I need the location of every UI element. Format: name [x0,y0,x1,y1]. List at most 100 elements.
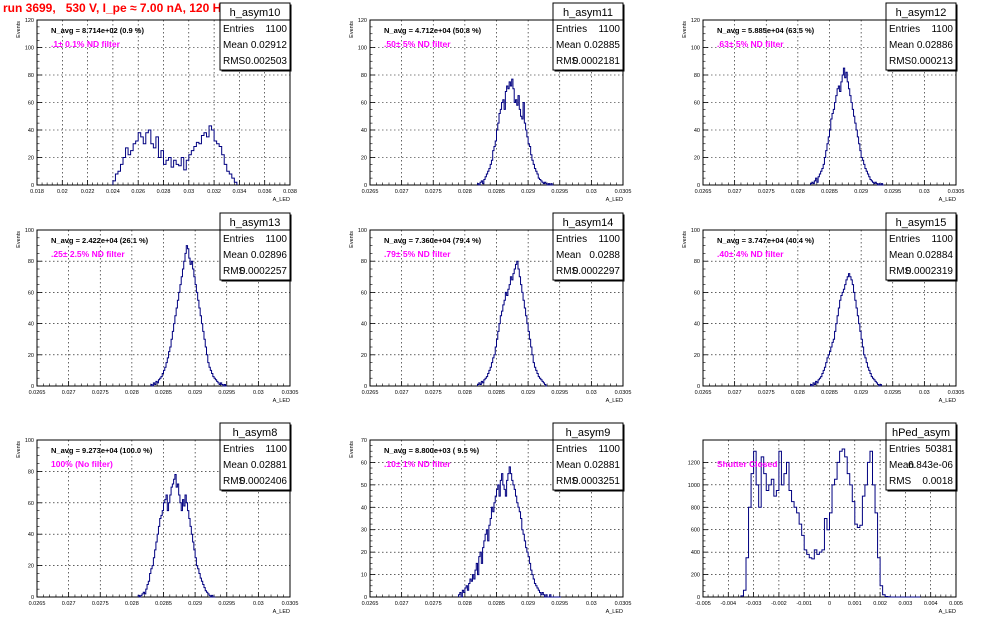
x-tick-label: 0.003 [899,601,913,607]
y-tick-label: 200 [691,573,700,579]
histogram-name: h_asym14 [563,217,614,229]
stat-value: 50381 [925,444,953,455]
y-tick-label: 0 [31,183,34,189]
stat-value: 1100 [265,234,287,245]
x-tick-label: 0.0265 [695,189,712,195]
x-tick-label: 0.027 [395,601,409,607]
y-tick-label: 20 [694,353,700,359]
x-axis-title: A_LED [273,609,290,615]
x-tick-label: 0.029 [188,601,202,607]
navg-label: N_avg = 5.885e+04 (63.5 %) [717,26,815,35]
navg-label: N_avg = 2.422e+04 (26.1 %) [51,236,149,245]
histogram-outline [477,78,554,186]
x-tick-label: 0.0265 [29,390,46,396]
histogram-outline [810,273,882,387]
y-tick-label: 20 [361,156,367,162]
x-tick-label: 0.0275 [92,601,109,607]
stat-value: 1100 [598,444,620,455]
stats-box [885,212,957,281]
histogram-outline [137,474,216,598]
x-tick-label: 0.004 [924,601,938,607]
x-tick-label: 0.03 [183,189,194,195]
histogram-outline [112,125,238,185]
y-tick-label: 40 [28,532,34,538]
x-tick-label: 0.0305 [615,390,632,396]
y-tick-label: 80 [694,259,700,265]
x-tick-label: 0.029 [188,390,202,396]
y-tick-label: 800 [691,505,700,511]
stat-label: RMS [556,266,579,277]
x-tick-label: 0 [828,601,831,607]
y-tick-label: 100 [25,46,34,52]
y-tick-label: 80 [361,259,367,265]
y-tick-label: 100 [358,228,367,234]
histogram-name: h_asym12 [896,7,947,19]
stats-box [885,2,957,71]
stat-value: 0.0003251 [573,476,621,487]
y-axis-title: Events [16,21,22,38]
x-tick-label: 0.03 [586,601,597,607]
x-tick-label: 0.0265 [362,390,379,396]
y-tick-label: 20 [361,550,367,556]
y-tick-label: 0 [697,595,700,601]
y-axis-title: Events [682,21,688,38]
x-tick-label: 0.0275 [425,601,442,607]
x-tick-label: 0.02 [57,189,68,195]
histogram-name: h_asym11 [563,7,613,19]
stat-label: Entries [556,234,587,245]
x-tick-label: 0.03 [586,189,597,195]
x-tick-label: 0.032 [207,189,221,195]
y-tick-label: 80 [28,259,34,265]
y-axis-title: Events [16,231,22,248]
stat-value: 0.002503 [245,56,287,67]
x-tick-label: 0.0305 [948,189,965,195]
stat-value: 1100 [931,234,953,245]
x-tick-label: 0.028 [125,390,139,396]
x-tick-label: 0.029 [854,390,868,396]
x-tick-label: 0.0265 [695,390,712,396]
y-tick-label: 0 [697,183,700,189]
stat-value: 0.02885 [584,40,621,51]
x-tick-label: 0.029 [521,390,535,396]
x-axis-title: A_LED [606,398,623,404]
stat-value: 0.02896 [251,250,288,261]
filter-annotation: .10± 1% ND filter [384,459,451,469]
stats-box [552,212,624,281]
y-tick-label: 400 [691,550,700,556]
x-tick-label: 0.028 [791,189,805,195]
x-tick-label: 0.029 [521,601,535,607]
y-tick-label: 0 [364,183,367,189]
x-tick-label: 0.028 [791,390,805,396]
stat-label: RMS [223,56,246,67]
stat-label: Entries [889,234,920,245]
y-tick-label: 120 [358,18,367,24]
x-tick-label: 0.029 [854,189,868,195]
stat-label: Mean [223,40,248,51]
x-tick-label: 0.0305 [282,601,299,607]
navg-label: N_avg = 9.273e+04 (100.0 %) [51,446,153,455]
x-tick-label: 0.03 [253,390,264,396]
x-axis-title: A_LED [939,398,956,404]
y-axis-title: Events [349,441,355,458]
y-tick-label: 20 [361,353,367,359]
y-tick-label: 80 [28,73,34,79]
x-tick-label: 0.001 [848,601,862,607]
y-tick-label: 100 [691,228,700,234]
stat-label: Entries [223,444,254,455]
stats-box [219,2,291,71]
navg-label: N_avg = 3.747e+04 (40.4 %) [717,236,815,245]
x-tick-label: 0.002 [873,601,887,607]
x-tick-label: 0.028 [458,390,472,396]
x-tick-label: 0.0295 [551,189,568,195]
x-tick-label: 0.0265 [362,601,379,607]
histogram-name: h_asym10 [230,7,281,19]
y-tick-label: 100 [25,228,34,234]
x-tick-label: -0.004 [720,601,736,607]
stat-value: 0.02912 [251,40,288,51]
x-tick-label: 0.0295 [884,189,901,195]
stat-label: Mean [223,250,248,261]
x-tick-label: 0.036 [258,189,272,195]
x-axis-title: A_LED [606,609,623,615]
y-tick-label: 40 [694,128,700,134]
